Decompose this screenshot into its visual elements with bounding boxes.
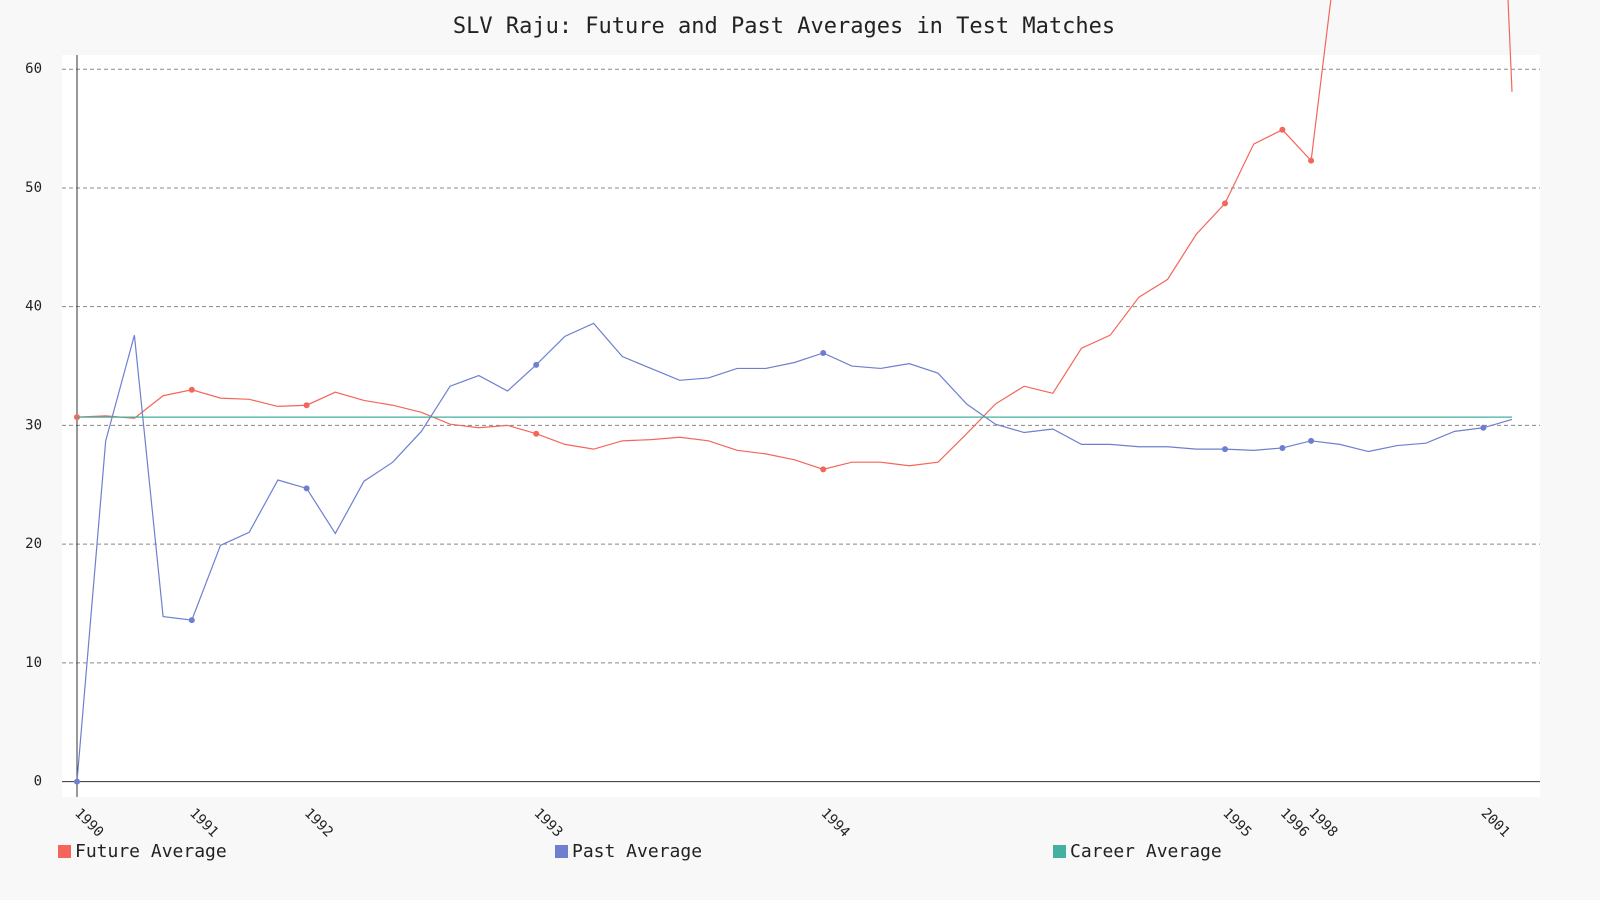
data-point (820, 349, 827, 356)
data-point (533, 361, 540, 368)
x-tick-label: 1996 (1277, 805, 1312, 840)
data-point (1480, 424, 1487, 431)
data-point (1308, 157, 1315, 164)
y-tick-label: 50 (25, 180, 42, 196)
data-point (1279, 444, 1286, 451)
data-point (820, 466, 827, 473)
plot-area (62, 55, 1540, 797)
x-tick-label: 1994 (818, 805, 853, 840)
data-point (1308, 437, 1315, 444)
data-point (303, 485, 310, 492)
legend-label: Future Average (75, 841, 227, 862)
data-point (1279, 126, 1286, 133)
series-line (76, 322, 1513, 782)
x-tick-label: 1991 (186, 805, 221, 840)
x-tick-label: 1993 (531, 805, 566, 840)
y-tick-label: 40 (25, 299, 42, 315)
x-tick-label: 1995 (1219, 805, 1254, 840)
x-tick-label: 1992 (301, 805, 336, 840)
legend-label: Past Average (572, 841, 702, 862)
data-point (1222, 200, 1228, 207)
y-tick-label: 10 (25, 655, 42, 671)
y-tick-label: 20 (25, 536, 42, 552)
y-tick-label: 0 (34, 774, 42, 790)
data-point (533, 430, 540, 437)
y-tick-label: 60 (25, 61, 42, 77)
legend-label: Career Average (1070, 841, 1222, 862)
legend-swatch (58, 845, 71, 858)
x-tick-label: 1998 (1305, 805, 1340, 840)
x-tick-label: 2001 (1478, 805, 1513, 840)
y-tick-label: 30 (25, 417, 42, 433)
chart-title: SLV Raju: Future and Past Averages in Te… (453, 14, 1115, 39)
data-point (1222, 446, 1228, 453)
data-point (188, 386, 195, 393)
data-point (74, 778, 80, 785)
series-group (74, 0, 1513, 785)
data-point (303, 402, 310, 409)
data-point (188, 617, 195, 624)
x-tick-label: 1990 (71, 805, 106, 840)
series-line (76, 0, 1513, 470)
legend-swatch (1053, 845, 1066, 858)
legend-swatch (555, 845, 568, 858)
